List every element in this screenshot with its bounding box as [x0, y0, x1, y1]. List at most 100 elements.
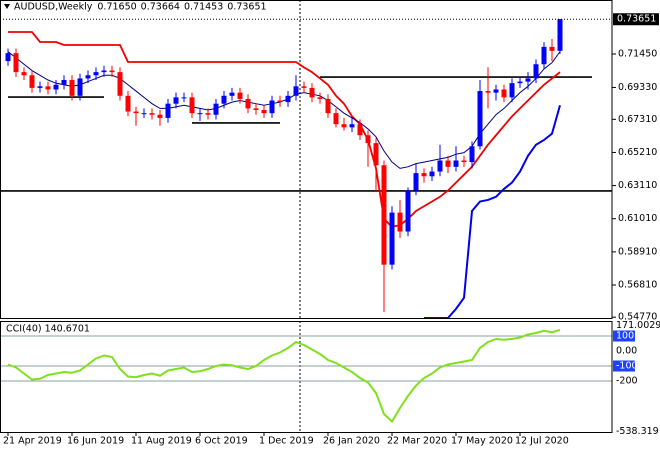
candle-body [437, 160, 443, 172]
candle-body [557, 19, 563, 51]
indicator-line [8, 31, 561, 228]
candle-body [501, 89, 507, 98]
candle-body [549, 46, 555, 51]
candle-body [21, 72, 27, 76]
y-tick-label: -538.319 [616, 426, 659, 437]
candle-body [165, 103, 171, 118]
cci-panel [1, 322, 612, 432]
candle-body [5, 53, 11, 62]
x-tick-label: 21 Apr 2019 [3, 436, 62, 447]
candle-body [141, 113, 147, 115]
y-tick-label: 171.0029 [616, 320, 660, 331]
candle-body [525, 78, 531, 82]
candle-body [461, 160, 467, 163]
candle-body [413, 173, 419, 191]
candle-body [245, 98, 251, 109]
candle-body [173, 97, 179, 104]
candle-body [533, 64, 539, 79]
cci-frame [0, 321, 613, 433]
candle-body [357, 124, 363, 136]
x-tick-label: 17 May 2020 [451, 436, 513, 447]
candle-body [485, 91, 491, 93]
candle-body [349, 124, 355, 128]
y-tick-label: 0.71450 [618, 48, 657, 59]
candle-body [365, 135, 371, 144]
candle-body [253, 108, 259, 110]
candle-body [197, 113, 203, 115]
candle-body [61, 80, 67, 85]
candle-body [469, 146, 475, 163]
y-tick-label: 0.65210 [618, 147, 657, 158]
candle-body [189, 97, 195, 114]
y-tick-label: -200 [616, 376, 638, 387]
candle-body [157, 114, 163, 118]
candle-body [453, 160, 459, 167]
candle-body [125, 95, 131, 112]
candle-body [373, 143, 379, 166]
candle-body [101, 70, 107, 73]
candle-body [317, 97, 323, 99]
candle-body [445, 160, 451, 167]
y-tick-label: 0.69330 [618, 82, 657, 93]
y-tick-label: 0.56810 [618, 280, 657, 291]
price-panel [1, 1, 612, 318]
candle-body [397, 212, 403, 232]
x-tick-label: 26 Jan 2020 [323, 436, 380, 447]
y-tick-label: 0.54770 [618, 312, 657, 323]
candle-body [509, 83, 515, 98]
candle-body [205, 113, 211, 115]
candle-body [309, 87, 315, 98]
candle-body [149, 113, 155, 115]
y-tick-label: 0.67310 [618, 114, 657, 125]
candle-body [45, 86, 51, 90]
candle-body [117, 72, 123, 96]
candle-body [13, 53, 19, 73]
candle-body [37, 86, 43, 88]
price-frame [0, 0, 613, 319]
candle-body [53, 84, 59, 90]
candle-body [269, 100, 275, 114]
candle-body [285, 95, 291, 103]
x-tick-label: 6 Oct 2019 [195, 436, 248, 447]
candle-body [93, 72, 99, 76]
y-tick-label: 0.00 [616, 346, 637, 357]
header-value: 0.71453 [184, 2, 223, 13]
candle-body [261, 109, 267, 114]
current-price-box [613, 13, 659, 26]
candle-body [341, 124, 347, 128]
candle-body [541, 46, 547, 65]
candle-body [381, 165, 387, 265]
candle-body [213, 103, 219, 115]
y-tick-label: 0.61010 [618, 213, 657, 224]
header-value: 0.73664 [141, 2, 180, 13]
tick-box [613, 360, 635, 372]
candle-body [477, 91, 483, 147]
candle-body [181, 97, 187, 99]
candle-body [429, 171, 435, 177]
candle-body [405, 190, 411, 232]
candle-body [109, 70, 115, 73]
indicator-line [424, 104, 561, 318]
candle-body [77, 78, 83, 96]
header-value: 0.73651 [227, 2, 266, 13]
x-tick-label: 22 Mar 2020 [387, 436, 447, 447]
tick-box [613, 330, 635, 342]
candle-body [221, 95, 227, 104]
x-tick-label: 11 Aug 2019 [131, 436, 192, 447]
y-tick-label: 0.63110 [618, 180, 657, 191]
candle-body [277, 100, 283, 103]
x-tick-label: 1 Dec 2019 [259, 436, 314, 447]
cci-line [7, 328, 561, 424]
x-tick-label: 12 Jul 2020 [515, 436, 569, 447]
candle-body [493, 89, 499, 93]
candle-body [29, 75, 35, 88]
x-tick-label: 16 Jun 2019 [67, 436, 124, 447]
cci-title: CCI(40) 140.6701 [6, 324, 90, 335]
header-value: 0.71650 [97, 2, 136, 13]
candle-body [389, 212, 395, 265]
candle-body [133, 111, 139, 114]
chart-title: AUDUSD,Weekly [14, 2, 93, 13]
y-tick-label: 0.58910 [618, 246, 657, 257]
